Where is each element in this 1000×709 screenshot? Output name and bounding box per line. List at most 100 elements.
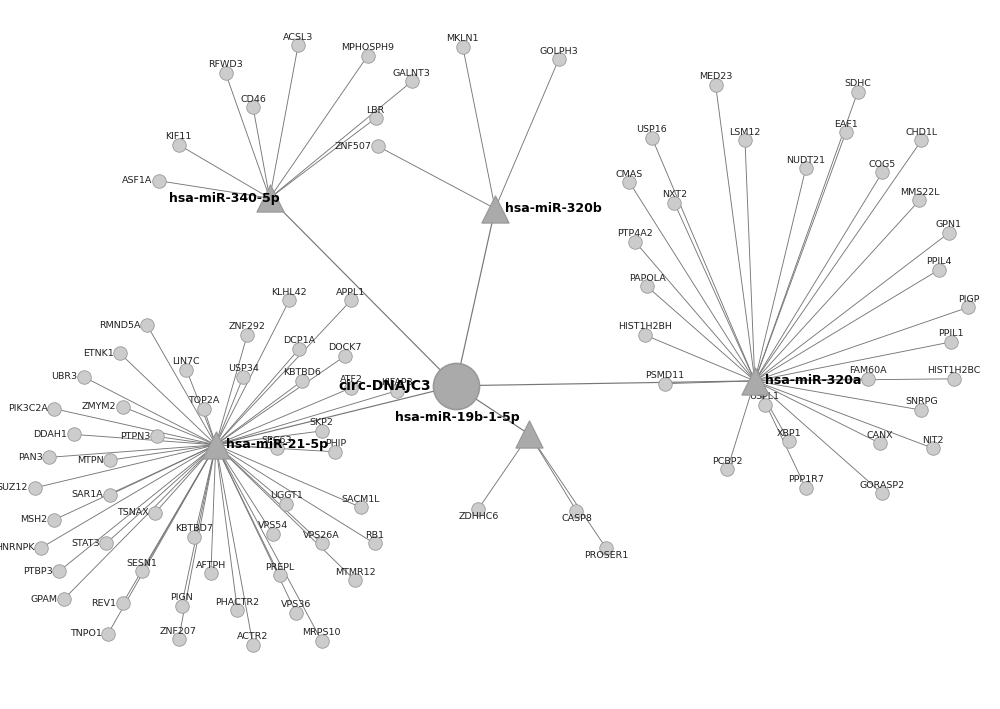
Text: MTPN: MTPN bbox=[77, 456, 104, 464]
Point bbox=[639, 281, 655, 292]
Text: hsa-miR-320a: hsa-miR-320a bbox=[765, 374, 861, 387]
Point bbox=[235, 371, 251, 382]
Point bbox=[568, 505, 584, 516]
Point bbox=[455, 41, 471, 52]
Text: VPS26A: VPS26A bbox=[303, 531, 340, 540]
Point bbox=[657, 378, 673, 389]
Point bbox=[41, 452, 57, 463]
Point bbox=[269, 442, 285, 454]
Text: ETNK1: ETNK1 bbox=[83, 349, 113, 357]
Text: HNRNPK: HNRNPK bbox=[0, 543, 35, 552]
Text: GALNT3: GALNT3 bbox=[393, 69, 431, 78]
Point bbox=[314, 425, 330, 437]
Point bbox=[470, 503, 486, 515]
Point bbox=[931, 264, 947, 275]
Text: KLHL42: KLHL42 bbox=[271, 288, 307, 296]
Text: ATF2: ATF2 bbox=[340, 375, 362, 384]
Point bbox=[149, 431, 165, 442]
Text: TSNAX: TSNAX bbox=[117, 508, 149, 518]
Text: NXT2: NXT2 bbox=[662, 191, 687, 199]
Text: CHD1L: CHD1L bbox=[905, 128, 937, 137]
Point bbox=[644, 132, 660, 143]
Text: ZNF507: ZNF507 bbox=[334, 142, 371, 150]
Point bbox=[171, 634, 187, 645]
Text: DDAH1: DDAH1 bbox=[33, 430, 67, 439]
Point bbox=[747, 375, 763, 386]
Text: ACSL3: ACSL3 bbox=[283, 33, 313, 42]
Text: MPHOSPH9: MPHOSPH9 bbox=[341, 43, 394, 52]
Text: RB1: RB1 bbox=[365, 531, 384, 540]
Text: PTPN3: PTPN3 bbox=[120, 432, 151, 441]
Text: VPS36: VPS36 bbox=[281, 601, 311, 609]
Text: ZNF292: ZNF292 bbox=[229, 323, 266, 331]
Point bbox=[360, 50, 376, 62]
Text: DOCK7: DOCK7 bbox=[328, 343, 362, 352]
Text: hsa-miR-21-5p: hsa-miR-21-5p bbox=[226, 438, 328, 452]
Text: VPS54: VPS54 bbox=[258, 521, 288, 530]
Text: PPIL1: PPIL1 bbox=[938, 330, 964, 338]
Text: TOP2A: TOP2A bbox=[188, 396, 220, 405]
Point bbox=[521, 429, 537, 440]
Text: PIGN: PIGN bbox=[170, 593, 193, 603]
Text: SESN1: SESN1 bbox=[127, 559, 158, 568]
Point bbox=[208, 439, 224, 450]
Point bbox=[174, 601, 190, 612]
Point bbox=[943, 336, 959, 347]
Point bbox=[337, 350, 353, 362]
Text: PAPOLA: PAPOLA bbox=[629, 274, 665, 283]
Point bbox=[33, 542, 49, 553]
Text: circ-DNAJC3: circ-DNAJC3 bbox=[339, 379, 431, 393]
Text: USPL1: USPL1 bbox=[750, 392, 780, 401]
Point bbox=[290, 40, 306, 51]
Text: GOLPH3: GOLPH3 bbox=[539, 47, 578, 55]
Text: SACM1L: SACM1L bbox=[342, 495, 380, 504]
Text: SUZ12: SUZ12 bbox=[0, 484, 28, 493]
Text: CMAS: CMAS bbox=[616, 169, 643, 179]
Point bbox=[627, 236, 643, 247]
Point bbox=[719, 464, 735, 475]
Text: GPAM: GPAM bbox=[31, 595, 58, 603]
Point bbox=[368, 113, 384, 124]
Text: PCBP2: PCBP2 bbox=[712, 457, 743, 466]
Point bbox=[874, 167, 890, 178]
Text: hsa-miR-19b-1-5p: hsa-miR-19b-1-5p bbox=[395, 411, 520, 423]
Text: ACTR2: ACTR2 bbox=[237, 632, 269, 642]
Text: DCP1A: DCP1A bbox=[283, 336, 315, 345]
Text: CD46: CD46 bbox=[240, 94, 266, 104]
Point bbox=[389, 385, 405, 396]
Text: CASP8: CASP8 bbox=[561, 515, 592, 523]
Point bbox=[347, 574, 363, 586]
Point bbox=[946, 373, 962, 384]
Point bbox=[487, 203, 503, 214]
Point bbox=[147, 507, 163, 518]
Point bbox=[229, 605, 245, 616]
Point bbox=[115, 598, 131, 609]
Point bbox=[370, 140, 386, 152]
Point bbox=[115, 401, 131, 412]
Point bbox=[838, 126, 854, 138]
Text: PPIL4: PPIL4 bbox=[926, 257, 952, 266]
Point bbox=[239, 330, 255, 341]
Point bbox=[66, 429, 82, 440]
Point bbox=[551, 54, 567, 65]
Point bbox=[960, 301, 976, 313]
Point bbox=[100, 628, 116, 640]
Text: SDHC: SDHC bbox=[844, 79, 871, 88]
Point bbox=[51, 566, 67, 577]
Point bbox=[925, 442, 941, 454]
Point bbox=[151, 175, 167, 186]
Point bbox=[56, 593, 72, 605]
Text: USP16: USP16 bbox=[637, 125, 667, 134]
Point bbox=[102, 489, 118, 501]
Text: MSH2: MSH2 bbox=[21, 515, 48, 525]
Point bbox=[46, 403, 62, 414]
Text: hsa-miR-340-5p: hsa-miR-340-5p bbox=[169, 191, 280, 205]
Text: MKLN1: MKLN1 bbox=[447, 34, 479, 43]
Text: GORASP2: GORASP2 bbox=[860, 481, 905, 490]
Text: COG5: COG5 bbox=[869, 160, 896, 169]
Text: MED23: MED23 bbox=[699, 72, 732, 82]
Point bbox=[46, 514, 62, 525]
Text: REV1: REV1 bbox=[91, 598, 116, 608]
Text: ZNF207: ZNF207 bbox=[160, 627, 197, 636]
Text: STAT3: STAT3 bbox=[71, 539, 100, 548]
